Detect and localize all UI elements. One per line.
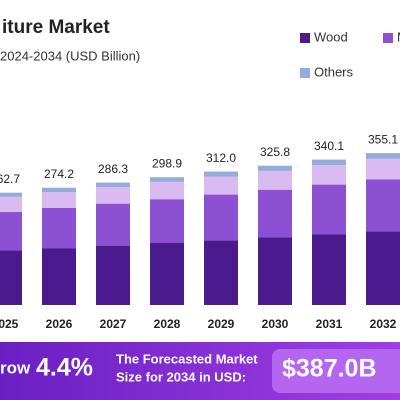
banner-value: $387.0B bbox=[282, 355, 377, 383]
bar-segment bbox=[258, 237, 292, 305]
bar-segment bbox=[366, 231, 400, 305]
legend-swatch bbox=[300, 68, 310, 78]
bar-segment bbox=[258, 170, 292, 190]
x-tick-label: 2030 bbox=[262, 317, 289, 331]
banner-lead: row bbox=[0, 358, 31, 377]
bar-segment bbox=[42, 248, 76, 305]
total-label: 274.2 bbox=[44, 167, 74, 181]
total-label: 262.7 bbox=[0, 172, 20, 186]
chart-subtitle: 2024-2034 (USD Billion) bbox=[0, 48, 140, 63]
bar-segment bbox=[150, 199, 184, 244]
x-tick-label: 2027 bbox=[100, 317, 127, 331]
banner-cagr: 4.4% bbox=[36, 354, 93, 382]
x-tick-label: 2025 bbox=[0, 317, 19, 331]
bar-segment bbox=[0, 192, 22, 197]
bar-segment bbox=[42, 187, 76, 193]
bar-segment bbox=[150, 243, 184, 305]
total-label: 355.1 bbox=[368, 132, 398, 146]
bar-segment bbox=[258, 165, 292, 171]
bar-segment bbox=[96, 187, 130, 204]
bar-segment bbox=[204, 240, 238, 305]
x-tick-label: 2026 bbox=[46, 317, 73, 331]
bar-segment bbox=[204, 176, 238, 195]
x-tick-label: 2028 bbox=[154, 317, 181, 331]
bar-segment bbox=[96, 245, 130, 305]
bar-segment bbox=[42, 207, 76, 249]
legend-label: Wood bbox=[314, 29, 348, 44]
legend-swatch bbox=[383, 33, 393, 43]
bar-segment bbox=[312, 184, 346, 235]
bar-segment bbox=[366, 158, 400, 180]
bar-segment bbox=[366, 153, 400, 159]
bar-segment bbox=[96, 203, 130, 246]
x-tick-label: 2029 bbox=[208, 317, 235, 331]
legend-swatch bbox=[300, 33, 310, 43]
bar-segment bbox=[42, 192, 76, 208]
bar-segment bbox=[0, 212, 22, 251]
bar-segment bbox=[366, 179, 400, 232]
total-label: 286.3 bbox=[98, 162, 128, 176]
bar-segment bbox=[312, 164, 346, 185]
bar-segment bbox=[0, 250, 22, 305]
total-label: 298.9 bbox=[152, 156, 182, 170]
bar-segment bbox=[204, 171, 238, 177]
bar-segment bbox=[204, 194, 238, 241]
chart-title: iture Market bbox=[2, 17, 110, 38]
bar-segment bbox=[150, 181, 184, 200]
bar-segment bbox=[96, 182, 130, 188]
total-label: 325.8 bbox=[260, 145, 290, 159]
banner-box bbox=[272, 349, 400, 393]
bar-segment bbox=[0, 196, 22, 213]
x-tick-label: 2032 bbox=[370, 317, 397, 331]
bar-segment bbox=[312, 234, 346, 305]
banner-text: The Forecasted Market bbox=[116, 351, 258, 366]
plot: Wood M Others 262.7 2025 274.2 2026 286.3 2027 29… bbox=[0, 29, 400, 331]
total-label: 340.1 bbox=[314, 139, 344, 153]
legend-label: Others bbox=[314, 64, 354, 79]
x-tick-label: 2031 bbox=[316, 317, 343, 331]
bar-segment bbox=[312, 159, 346, 165]
bar-segment bbox=[258, 189, 292, 238]
total-label: 312.0 bbox=[206, 151, 236, 165]
bar-segment bbox=[150, 177, 184, 182]
banner-text: Size for 2034 in USD: bbox=[116, 369, 246, 384]
legend-label: M bbox=[397, 29, 400, 44]
